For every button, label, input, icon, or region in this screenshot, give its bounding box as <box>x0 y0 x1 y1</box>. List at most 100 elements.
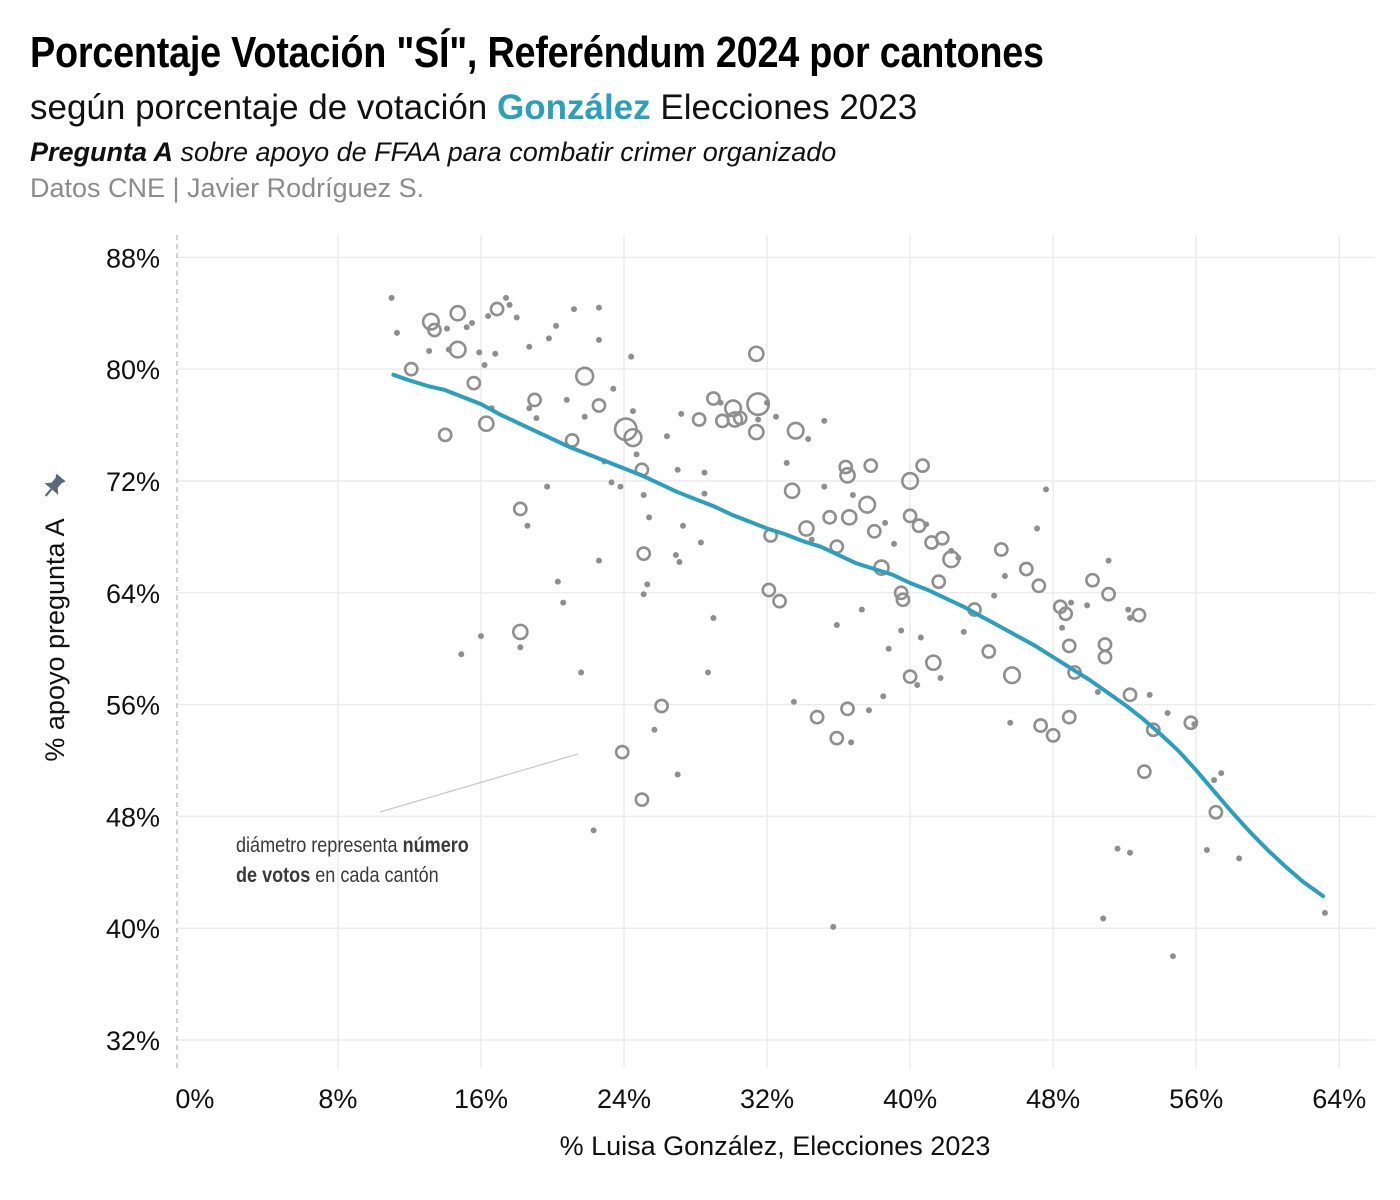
y-tick-label: 72% <box>106 467 160 497</box>
data-point <box>717 399 724 406</box>
data-point <box>517 644 524 651</box>
data-point <box>805 436 812 443</box>
annotation-normal-1: diámetro representa <box>236 834 403 858</box>
data-point <box>1136 764 1152 780</box>
annotation-bold-2: de votos <box>236 864 310 888</box>
data-point <box>1208 804 1224 820</box>
data-point <box>1169 953 1176 960</box>
data-point <box>1211 777 1218 784</box>
data-point <box>427 322 442 338</box>
y-tick-label: 32% <box>106 1026 160 1056</box>
data-point <box>1164 709 1171 716</box>
data-point <box>1058 606 1074 622</box>
data-point <box>590 827 597 834</box>
data-point <box>706 391 721 406</box>
data-point <box>421 312 440 331</box>
data-point <box>893 585 909 601</box>
data-point <box>1122 687 1138 703</box>
data-point <box>512 501 528 517</box>
pin-icon <box>44 473 66 497</box>
y-tick-labels: 32% 40% 48% 56% 64% 72% 80% 88% <box>106 243 160 1056</box>
data-point <box>1097 637 1113 652</box>
data-point <box>1218 770 1225 777</box>
data-point <box>1105 557 1112 564</box>
data-point <box>863 458 879 474</box>
data-point <box>993 542 1009 557</box>
x-tick-labels: 0% 8% 16% 24% 32% 40% 48% 56% 64% <box>175 1084 1366 1114</box>
data-point <box>829 730 845 746</box>
data-point <box>466 375 482 391</box>
data-point <box>595 557 602 564</box>
data-point <box>595 304 602 311</box>
x-tick-label: 24% <box>597 1084 651 1114</box>
data-point <box>902 669 918 685</box>
data-point <box>511 623 529 641</box>
data-point <box>476 349 483 356</box>
data-point <box>705 669 712 676</box>
x-tick-label: 56% <box>1169 1084 1223 1114</box>
data-point <box>563 396 570 403</box>
data-point <box>714 413 730 429</box>
data-point <box>710 614 717 621</box>
data-point <box>674 466 681 473</box>
y-tick-label: 88% <box>106 243 160 273</box>
annotation-leader-line <box>379 753 579 813</box>
data-point <box>798 520 815 537</box>
y-tick-label: 64% <box>106 579 160 609</box>
data-point <box>701 469 708 476</box>
data-point <box>840 508 858 526</box>
data-point <box>388 294 395 301</box>
data-point <box>672 552 679 559</box>
data-point <box>614 744 630 760</box>
data-point <box>761 582 777 598</box>
data-point <box>526 405 533 412</box>
data-point <box>858 606 865 613</box>
data-point <box>674 771 681 778</box>
data-point <box>426 348 433 355</box>
data-point <box>838 459 854 475</box>
data-point <box>503 294 510 301</box>
data-point <box>865 707 872 714</box>
data-point <box>839 467 856 484</box>
data-point <box>654 698 669 714</box>
data-point <box>1002 666 1022 685</box>
data-point <box>513 314 520 321</box>
data-point <box>902 508 918 524</box>
data-point <box>1114 845 1121 852</box>
data-point <box>591 398 607 413</box>
data-point <box>1191 721 1198 728</box>
data-point <box>560 599 567 606</box>
subtitle-highlight: González <box>497 88 651 127</box>
data-point <box>469 320 476 327</box>
data-point <box>678 410 685 417</box>
data-point <box>1131 607 1147 623</box>
data-point <box>553 322 560 329</box>
data-point <box>898 627 905 634</box>
data-point <box>477 415 495 433</box>
data-point <box>880 693 887 700</box>
data-point <box>783 459 790 466</box>
annotation-line-2: de votos en cada cantón <box>236 864 439 888</box>
data-point <box>948 547 955 554</box>
data-point <box>691 412 707 427</box>
data-point <box>732 410 748 426</box>
data-point <box>917 634 924 641</box>
x-tick-label: 32% <box>740 1084 794 1114</box>
data-point <box>858 495 877 514</box>
chart-subtitle: según porcentaje de votación González El… <box>30 88 917 128</box>
data-point <box>663 433 670 440</box>
data-point <box>809 709 825 725</box>
data-point <box>610 385 617 392</box>
data-point <box>485 313 492 320</box>
data-point <box>481 361 488 368</box>
data-point <box>393 329 400 336</box>
data-point <box>1068 599 1075 606</box>
data-point <box>849 491 856 498</box>
y-tick-label: 40% <box>106 914 160 944</box>
data-point <box>1045 727 1061 743</box>
data-point <box>644 581 651 588</box>
data-point <box>931 574 947 590</box>
data-point <box>489 301 505 317</box>
data-point <box>1145 722 1161 738</box>
